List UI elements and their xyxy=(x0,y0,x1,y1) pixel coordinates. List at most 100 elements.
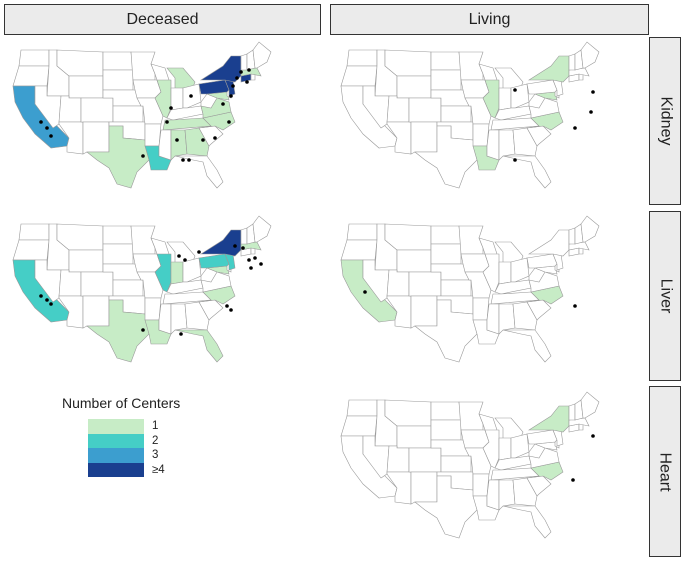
state-ky xyxy=(494,279,532,295)
state-mn xyxy=(458,225,484,255)
state-pa xyxy=(198,253,230,269)
center-dot xyxy=(179,332,183,336)
state-ia xyxy=(460,79,490,99)
state-nc xyxy=(526,111,564,131)
state-nm xyxy=(410,121,438,155)
state-nm xyxy=(410,295,438,329)
center-dot xyxy=(221,102,225,106)
state-nc xyxy=(526,461,564,481)
state-fl xyxy=(502,505,552,539)
state-in xyxy=(170,261,184,285)
state-wv xyxy=(528,443,546,459)
center-dot xyxy=(45,298,49,302)
state-sd xyxy=(102,69,134,91)
state-nd xyxy=(430,225,462,245)
state-ga xyxy=(184,301,210,331)
center-dot xyxy=(49,302,53,306)
center-dot xyxy=(197,250,201,254)
state-co xyxy=(408,447,442,473)
state-ks xyxy=(440,105,472,123)
state-ky xyxy=(494,105,532,121)
state-co xyxy=(80,271,114,297)
center-dot xyxy=(39,120,43,124)
state-wy xyxy=(68,249,104,273)
center-dot xyxy=(189,94,193,98)
legend-item: 2 xyxy=(62,433,180,448)
state-ms xyxy=(486,479,500,511)
state-nm xyxy=(82,121,110,155)
row-header-heart: Heart xyxy=(649,386,681,557)
legend: Number of Centers 1 2 3 ≥4 xyxy=(62,395,180,477)
center-dot xyxy=(175,138,179,142)
center-dot xyxy=(241,246,245,250)
state-pa xyxy=(198,79,230,95)
state-nd xyxy=(430,401,462,421)
state-ut xyxy=(58,95,82,123)
center-dot xyxy=(39,294,43,298)
state-wa xyxy=(18,223,50,241)
row-header-liver: Liver xyxy=(649,211,681,381)
center-dot xyxy=(229,308,233,312)
state-ks xyxy=(112,105,144,123)
row-header-label: Kidney xyxy=(657,96,675,146)
state-nc xyxy=(198,285,236,305)
column-header-deceased: Deceased xyxy=(4,4,321,35)
center-dot xyxy=(45,126,49,130)
state-wa xyxy=(346,399,378,417)
center-dot xyxy=(573,304,577,308)
state-ms xyxy=(158,129,172,161)
legend-swatch xyxy=(88,419,144,434)
state-me xyxy=(252,41,272,69)
state-il xyxy=(482,429,500,469)
center-dot xyxy=(231,84,235,88)
state-vt xyxy=(240,53,248,71)
center-dot xyxy=(513,88,517,92)
state-co xyxy=(408,97,442,123)
state-oh xyxy=(510,83,530,109)
row-header-label: Liver xyxy=(657,278,674,314)
center-dot xyxy=(591,90,595,94)
legend-swatch xyxy=(88,448,144,463)
column-header-living: Living xyxy=(330,4,649,35)
column-header-label: Living xyxy=(468,10,511,28)
center-dot xyxy=(571,478,575,482)
state-me xyxy=(580,391,600,419)
center-dot xyxy=(247,68,251,72)
state-ky xyxy=(166,105,204,121)
state-ga xyxy=(512,301,538,331)
state-nc xyxy=(198,111,236,131)
legend-label: ≥4 xyxy=(152,463,165,476)
state-me xyxy=(580,215,600,243)
state-nd xyxy=(102,225,134,245)
state-pa xyxy=(526,79,558,95)
state-fl xyxy=(502,329,552,363)
center-dot xyxy=(229,94,233,98)
center-dot xyxy=(253,256,257,260)
state-nd xyxy=(102,51,134,71)
state-mn xyxy=(458,51,484,81)
legend-label: 1 xyxy=(152,420,159,433)
state-mt xyxy=(384,399,432,427)
center-dot xyxy=(225,304,229,308)
state-in xyxy=(498,87,512,111)
state-ks xyxy=(440,279,472,297)
state-in xyxy=(498,437,512,461)
state-me xyxy=(580,41,600,69)
state-vt xyxy=(568,53,576,71)
map-kidney-living xyxy=(340,41,600,189)
state-vt xyxy=(568,227,576,245)
state-co xyxy=(408,271,442,297)
legend-label: 2 xyxy=(152,434,159,447)
legend-item: 3 xyxy=(62,448,180,463)
center-dot xyxy=(249,266,253,270)
state-ar xyxy=(144,123,162,147)
map-liver-deceased xyxy=(12,215,272,363)
center-dot xyxy=(239,70,243,74)
state-sd xyxy=(102,243,134,265)
state-mt xyxy=(56,49,104,77)
state-il xyxy=(482,79,500,119)
state-wa xyxy=(18,49,50,67)
state-fl xyxy=(174,329,224,363)
state-ar xyxy=(472,297,490,321)
state-nm xyxy=(410,471,438,505)
